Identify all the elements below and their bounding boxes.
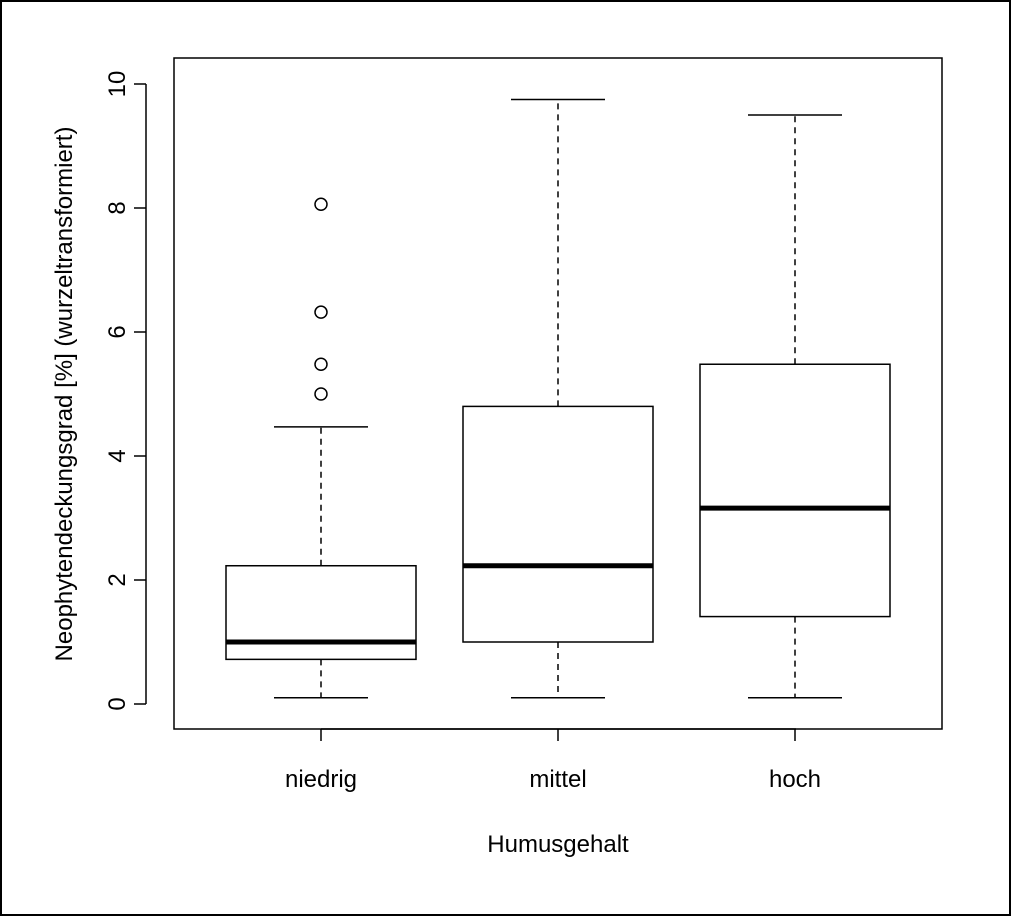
- x-tick-label-niedrig: niedrig: [285, 766, 357, 793]
- x-tick-label-hoch: hoch: [769, 766, 821, 793]
- iqr-box: [462, 405, 654, 643]
- y-tick-label: 10: [104, 71, 131, 98]
- y-ticks: 0 2 4 6 8 10: [104, 71, 146, 711]
- outlier-point: [314, 357, 328, 371]
- x-ticks: niedrig mittel hoch: [285, 729, 821, 793]
- box-hoch: [699, 114, 891, 699]
- y-tick-label: 0: [104, 697, 131, 710]
- y-axis-title: Neophytendeckungsgrad [%] (wurzeltransfo…: [51, 127, 78, 662]
- outlier-point: [314, 305, 328, 319]
- y-tick-label: 4: [104, 449, 131, 462]
- y-tick-label: 8: [104, 201, 131, 214]
- box-mittel: [462, 98, 654, 699]
- box-niedrig: [225, 197, 417, 699]
- outlier-point: [314, 197, 328, 212]
- outlier-point: [314, 387, 328, 401]
- boxes: [225, 98, 891, 699]
- iqr-box: [225, 564, 417, 661]
- x-tick-label-mittel: mittel: [529, 766, 586, 793]
- iqr-box: [699, 363, 891, 618]
- x-axis-title: Humusgehalt: [487, 831, 629, 858]
- y-tick-label: 2: [104, 573, 131, 586]
- y-tick-label: 6: [104, 325, 131, 338]
